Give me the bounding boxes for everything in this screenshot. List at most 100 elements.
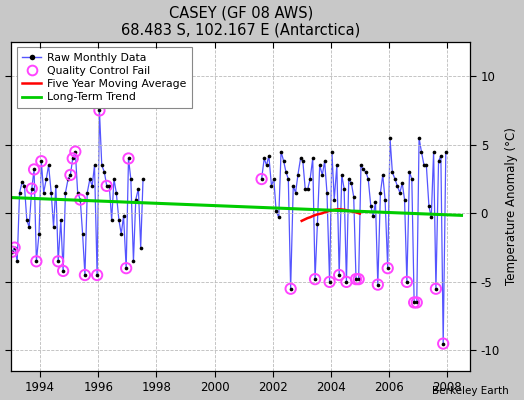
Point: [442, 148, 450, 155]
Point: [352, 276, 360, 282]
Point: [415, 135, 423, 141]
Point: [386, 135, 394, 141]
Point: [42, 176, 50, 182]
Point: [378, 172, 387, 178]
Point: [354, 276, 363, 282]
Point: [422, 162, 431, 168]
Point: [330, 196, 339, 203]
Point: [384, 265, 392, 271]
Point: [95, 107, 104, 114]
Legend: Raw Monthly Data, Quality Control Fail, Five Year Moving Average, Long-Term Tren: Raw Monthly Data, Quality Control Fail, …: [17, 47, 192, 108]
Point: [388, 169, 397, 175]
Point: [277, 148, 285, 155]
Point: [257, 176, 266, 182]
Point: [396, 190, 404, 196]
Point: [57, 217, 65, 223]
Point: [287, 286, 295, 292]
Point: [299, 158, 307, 164]
Point: [25, 224, 34, 230]
Point: [291, 190, 300, 196]
Point: [28, 186, 36, 192]
Title: CASEY (GF 08 AWS)
68.483 S, 102.167 E (Antarctica): CASEY (GF 08 AWS) 68.483 S, 102.167 E (A…: [121, 6, 361, 38]
Point: [129, 258, 138, 264]
Point: [30, 166, 38, 173]
Point: [59, 268, 67, 274]
Point: [66, 172, 74, 178]
Point: [412, 299, 421, 306]
Point: [405, 169, 413, 175]
Point: [59, 268, 67, 274]
Point: [294, 172, 302, 178]
Point: [393, 183, 401, 189]
Point: [110, 176, 118, 182]
Point: [432, 286, 440, 292]
Point: [408, 176, 416, 182]
Point: [333, 162, 341, 168]
Point: [66, 172, 74, 178]
Point: [398, 180, 407, 186]
Point: [117, 231, 125, 237]
Point: [257, 176, 266, 182]
Point: [132, 196, 140, 203]
Point: [410, 299, 418, 306]
Point: [439, 340, 447, 347]
Point: [311, 276, 319, 282]
Point: [301, 186, 309, 192]
Point: [402, 279, 411, 285]
Point: [272, 207, 280, 214]
Point: [359, 166, 367, 173]
Point: [410, 299, 418, 306]
Point: [134, 186, 143, 192]
Point: [37, 158, 46, 164]
Point: [335, 272, 343, 278]
Point: [275, 214, 283, 221]
Point: [315, 162, 324, 168]
Point: [119, 213, 128, 219]
Point: [124, 155, 133, 162]
Point: [81, 272, 89, 278]
Point: [8, 248, 16, 255]
Point: [30, 166, 38, 173]
Point: [15, 190, 24, 196]
Point: [306, 176, 314, 182]
Point: [284, 176, 292, 182]
Point: [342, 279, 351, 285]
Point: [311, 276, 319, 282]
Point: [350, 194, 358, 200]
Point: [107, 217, 116, 223]
Point: [372, 199, 380, 206]
Point: [321, 158, 329, 164]
Point: [32, 258, 40, 264]
Point: [52, 183, 60, 189]
Point: [439, 340, 447, 347]
Point: [35, 231, 43, 237]
Point: [432, 286, 440, 292]
Point: [8, 248, 16, 255]
Point: [76, 196, 84, 203]
Point: [88, 183, 96, 189]
Point: [139, 176, 147, 182]
Point: [263, 162, 271, 168]
Point: [124, 155, 133, 162]
Point: [352, 276, 360, 282]
Point: [90, 162, 99, 168]
Point: [420, 162, 428, 168]
Point: [342, 279, 351, 285]
Point: [54, 258, 62, 264]
Point: [369, 213, 377, 219]
Point: [18, 178, 26, 185]
Point: [54, 258, 62, 264]
Point: [69, 155, 77, 162]
Point: [71, 148, 80, 155]
Point: [105, 183, 114, 189]
Point: [340, 186, 348, 192]
Point: [137, 244, 145, 251]
Point: [345, 176, 353, 182]
Point: [49, 224, 58, 230]
Point: [79, 231, 87, 237]
Point: [427, 214, 435, 221]
Point: [23, 217, 31, 223]
Point: [20, 183, 29, 189]
Point: [85, 176, 94, 182]
Point: [39, 190, 48, 196]
